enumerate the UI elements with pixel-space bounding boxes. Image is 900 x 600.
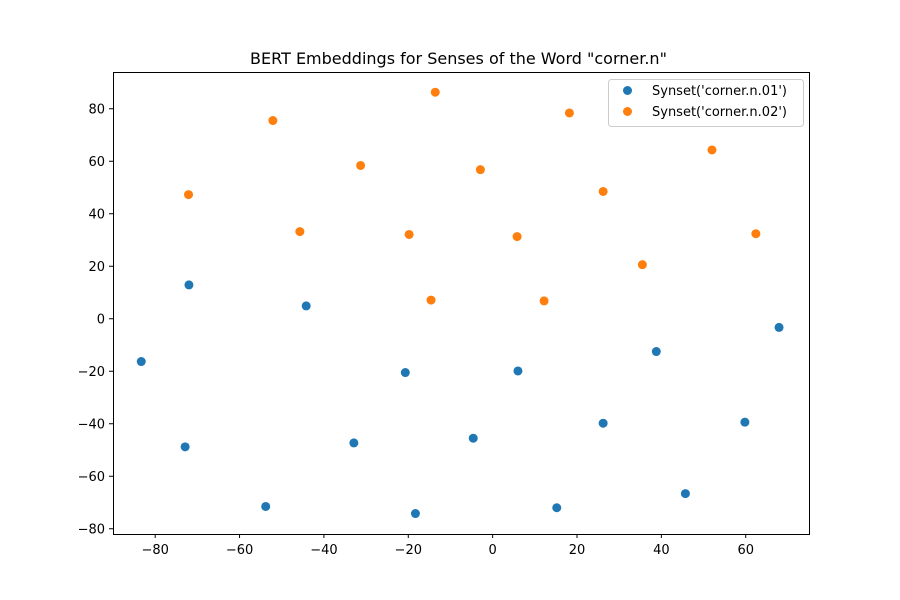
- y-axis: −80 −60 −40 −20 0 20 40 60 80: [78, 102, 113, 537]
- point-series-1-1: [184, 280, 194, 290]
- point-series-1-15: [552, 503, 562, 513]
- point-series-2-13: [637, 260, 647, 270]
- point-series-1-3: [136, 357, 146, 367]
- point-series-2-11: [564, 108, 574, 118]
- y-tick-label: 60: [88, 155, 105, 170]
- legend: Synset('corner.n.01') Synset('corner.n.0…: [608, 79, 804, 127]
- plot-area-frame: [113, 72, 810, 535]
- point-series-1-11: [598, 418, 608, 428]
- point-series-2-9: [512, 232, 522, 242]
- point-series-2-5: [404, 229, 414, 239]
- point-series-2-10: [539, 296, 549, 306]
- point-series-1-13: [261, 501, 271, 511]
- y-tick-label: 40: [88, 207, 105, 222]
- point-series-1-16: [680, 489, 690, 499]
- point-series-1-6: [651, 347, 661, 357]
- chart-title: BERT Embeddings for Senses of the Word "…: [250, 49, 667, 68]
- point-series-1-2: [301, 301, 311, 311]
- point-series-1-8: [180, 442, 190, 452]
- y-tick-label: −20: [78, 365, 105, 380]
- y-tick-label: 0: [97, 312, 105, 327]
- point-series-2-12: [598, 186, 608, 196]
- point-series-2-6: [430, 87, 440, 97]
- legend-label-corner-n01: Synset('corner.n.01'): [652, 84, 787, 99]
- point-series-2-3: [295, 227, 305, 237]
- x-tick-label: −80: [141, 543, 168, 558]
- point-series-1-14: [410, 509, 420, 519]
- x-tick-label: 60: [737, 543, 754, 558]
- scatter-points: [136, 87, 784, 519]
- y-tick-label: 80: [88, 102, 105, 117]
- legend-label-corner-n02: Synset('corner.n.02'): [652, 105, 787, 120]
- y-tick-label: −40: [78, 417, 105, 432]
- point-series-2-2: [268, 116, 278, 126]
- y-tick-label: −80: [78, 522, 105, 537]
- point-series-2-14: [707, 145, 717, 155]
- point-series-1-9: [349, 438, 359, 448]
- point-series-2-8: [475, 165, 485, 175]
- point-series-1-7: [774, 322, 784, 332]
- point-series-2-15: [751, 229, 761, 239]
- point-series-2-4: [356, 160, 366, 170]
- x-tick-label: −60: [226, 543, 253, 558]
- x-tick-label: 0: [488, 543, 496, 558]
- x-tick-label: −40: [310, 543, 337, 558]
- x-tick-label: −20: [395, 543, 422, 558]
- y-tick-label: −60: [78, 470, 105, 485]
- x-axis: −80 −60 −40 −20 0 20 40 60: [141, 534, 754, 558]
- x-tick-label: 40: [653, 543, 670, 558]
- legend-marker-corner-n02: [623, 107, 632, 116]
- legend-box: [608, 79, 804, 127]
- x-tick-label: 20: [569, 543, 586, 558]
- legend-marker-corner-n01: [623, 86, 632, 95]
- point-series-1-4: [400, 368, 410, 378]
- point-series-1-12: [740, 417, 750, 427]
- point-series-1-5: [513, 366, 523, 376]
- point-series-1-10: [468, 433, 478, 443]
- y-tick-label: 20: [88, 260, 105, 275]
- point-series-2-1: [184, 190, 194, 200]
- point-series-2-7: [426, 295, 436, 305]
